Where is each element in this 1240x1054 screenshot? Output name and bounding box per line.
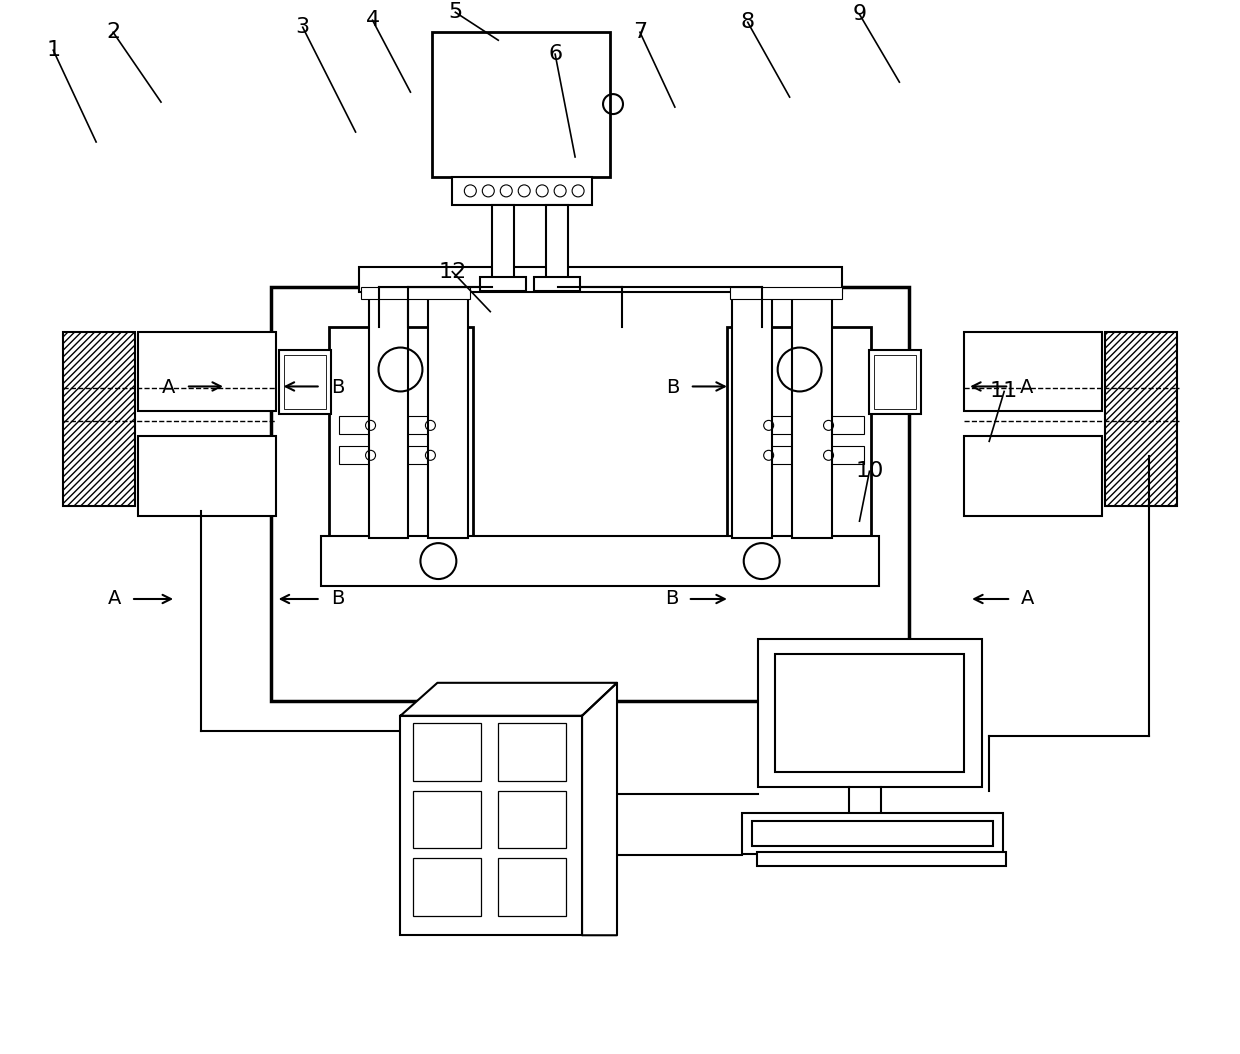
Bar: [428, 287, 469, 539]
Bar: [965, 436, 1102, 516]
Bar: [413, 723, 481, 781]
Bar: [534, 277, 580, 291]
Bar: [284, 354, 326, 409]
Bar: [368, 287, 408, 539]
Text: 5: 5: [448, 2, 463, 22]
Text: 7: 7: [632, 22, 647, 42]
Bar: [138, 436, 275, 516]
Bar: [321, 536, 879, 586]
Text: B: B: [666, 378, 680, 397]
Bar: [339, 446, 466, 465]
Text: A: A: [1021, 589, 1034, 608]
Bar: [492, 204, 515, 279]
Bar: [361, 287, 470, 298]
Polygon shape: [582, 683, 618, 935]
Bar: [1105, 332, 1177, 506]
Text: A: A: [108, 589, 120, 608]
Text: A: A: [1019, 378, 1033, 397]
Text: 10: 10: [856, 462, 884, 482]
Bar: [413, 858, 481, 916]
Bar: [413, 790, 481, 848]
Bar: [498, 858, 567, 916]
Bar: [401, 716, 582, 935]
Text: 8: 8: [740, 13, 755, 33]
Bar: [63, 332, 135, 506]
Bar: [270, 287, 909, 701]
Text: 3: 3: [295, 17, 310, 37]
Bar: [965, 332, 1102, 411]
Bar: [339, 416, 466, 434]
Polygon shape: [401, 683, 618, 716]
Bar: [498, 790, 567, 848]
Text: B: B: [331, 589, 345, 608]
Bar: [751, 820, 993, 846]
Text: B: B: [331, 378, 345, 397]
Bar: [498, 723, 567, 781]
Text: 1: 1: [46, 40, 61, 60]
Text: B: B: [665, 589, 678, 608]
Bar: [874, 354, 916, 409]
Bar: [869, 350, 921, 414]
Bar: [737, 446, 864, 465]
Bar: [756, 853, 1006, 866]
Text: 4: 4: [366, 11, 379, 31]
Bar: [138, 332, 275, 411]
Text: 11: 11: [990, 382, 1018, 402]
Bar: [480, 277, 526, 291]
Bar: [433, 33, 610, 177]
Bar: [791, 287, 832, 539]
Text: 2: 2: [107, 22, 120, 42]
Bar: [758, 639, 982, 786]
Bar: [329, 327, 474, 541]
Text: 12: 12: [438, 261, 466, 281]
Bar: [546, 204, 568, 279]
Bar: [453, 177, 591, 204]
Bar: [730, 287, 842, 298]
Bar: [737, 416, 864, 434]
Bar: [742, 813, 1003, 855]
Text: A: A: [162, 378, 176, 397]
Text: 9: 9: [852, 4, 867, 24]
Text: 6: 6: [548, 44, 562, 64]
Bar: [775, 653, 965, 772]
Bar: [727, 327, 872, 541]
Bar: [279, 350, 331, 414]
Bar: [358, 267, 842, 292]
Bar: [732, 287, 771, 539]
